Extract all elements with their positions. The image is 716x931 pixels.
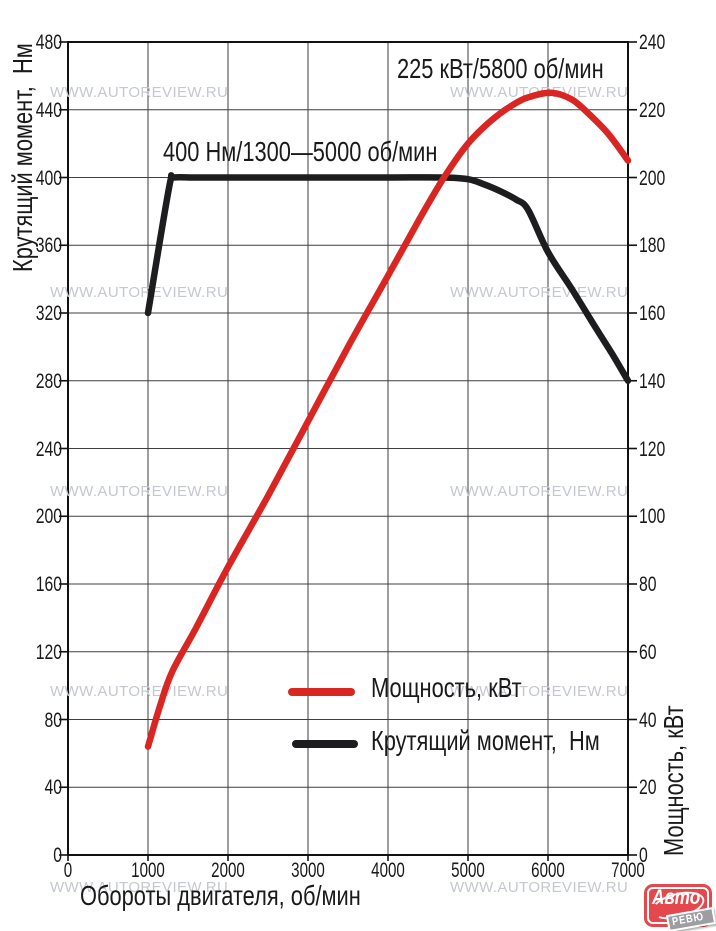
y-left-tick-label: 360	[35, 234, 62, 258]
watermark-text: WWW.AUTOREVIEW.RU	[50, 483, 228, 500]
watermark-text: WWW.AUTOREVIEW.RU	[450, 879, 628, 896]
y-right-tick-label: 20	[639, 776, 657, 800]
watermark-text: WWW.AUTOREVIEW.RU	[50, 84, 228, 101]
y-right-axis-title: Мощность, кВт	[658, 705, 689, 856]
y-left-tick-label: 120	[35, 640, 62, 664]
y-right-tick-label: 120	[639, 437, 666, 461]
y-right-tick-label: 140	[639, 369, 666, 393]
x-tick-label: 3000	[291, 859, 325, 882]
y-left-tick-label: 40	[44, 776, 62, 800]
y-right-tick-label: 80	[639, 573, 657, 596]
x-tick-label: 7000	[611, 859, 645, 882]
y-left-tick-label: 320	[35, 302, 62, 325]
y-left-tick-label: 280	[35, 369, 62, 393]
logo-word-avto: Авто	[652, 886, 701, 909]
y-left-tick-label: 480	[35, 31, 62, 54]
y-left-tick-label: 440	[35, 98, 62, 122]
torque-curve	[144, 172, 632, 384]
y-right-tick-label: 180	[639, 234, 666, 258]
watermark-text: WWW.AUTOREVIEW.RU	[50, 879, 228, 896]
y-right-tick-label: 0	[639, 844, 648, 867]
x-tick-label: 1000	[131, 859, 165, 882]
logo-tag-text: РЕВЮ	[671, 910, 706, 929]
y-left-tick-label: 160	[35, 573, 62, 596]
x-tick-label: 5000	[451, 859, 485, 882]
plot-frame	[67, 41, 629, 856]
x-tick-label: 4000	[371, 859, 405, 882]
y-left-tick-label: 0	[53, 844, 62, 867]
legend-swatch-torque	[292, 740, 358, 748]
watermark-text: WWW.AUTOREVIEW.RU	[450, 483, 628, 500]
y-right-tick-label: 220	[639, 98, 666, 122]
annotation-torque-plateau: 400 Нм/1300—5000 об/мин	[163, 136, 438, 167]
annotation-power-peak: 225 кВт/5800 об/мин	[397, 53, 604, 84]
x-tick-label: 6000	[531, 859, 565, 882]
x-axis-title: Обороты двигателя, об/мин	[80, 880, 361, 911]
y-left-tick-label: 240	[35, 437, 62, 461]
autoreview-logo: Авто РЕВЮ	[644, 884, 716, 931]
watermark-text: WWW.AUTOREVIEW.RU	[450, 284, 628, 301]
legend-label-torque: Крутящий момент, Нм	[371, 725, 600, 756]
watermark-text: WWW.AUTOREVIEW.RU	[50, 683, 228, 700]
watermark-text: WWW.AUTOREVIEW.RU	[50, 284, 228, 301]
y-right-tick-label: 60	[639, 640, 657, 664]
y-right-tick-label: 160	[639, 302, 666, 325]
x-tick-label: 0	[63, 859, 73, 882]
y-left-tick-label: 400	[35, 166, 62, 190]
y-right-tick-label: 200	[639, 166, 666, 190]
legend-swatch-power	[288, 688, 355, 696]
y-left-tick-label: 200	[35, 505, 62, 529]
y-right-tick-label: 40	[639, 708, 657, 732]
legend-label-power: Мощность, кВт	[371, 672, 522, 703]
y-left-tick-label: 80	[44, 708, 62, 732]
y-right-tick-label: 240	[639, 31, 666, 54]
x-tick-label: 2000	[211, 859, 245, 882]
watermark-text: WWW.AUTOREVIEW.RU	[450, 683, 628, 700]
y-right-tick-label: 100	[639, 505, 666, 529]
power-curve	[144, 89, 632, 750]
